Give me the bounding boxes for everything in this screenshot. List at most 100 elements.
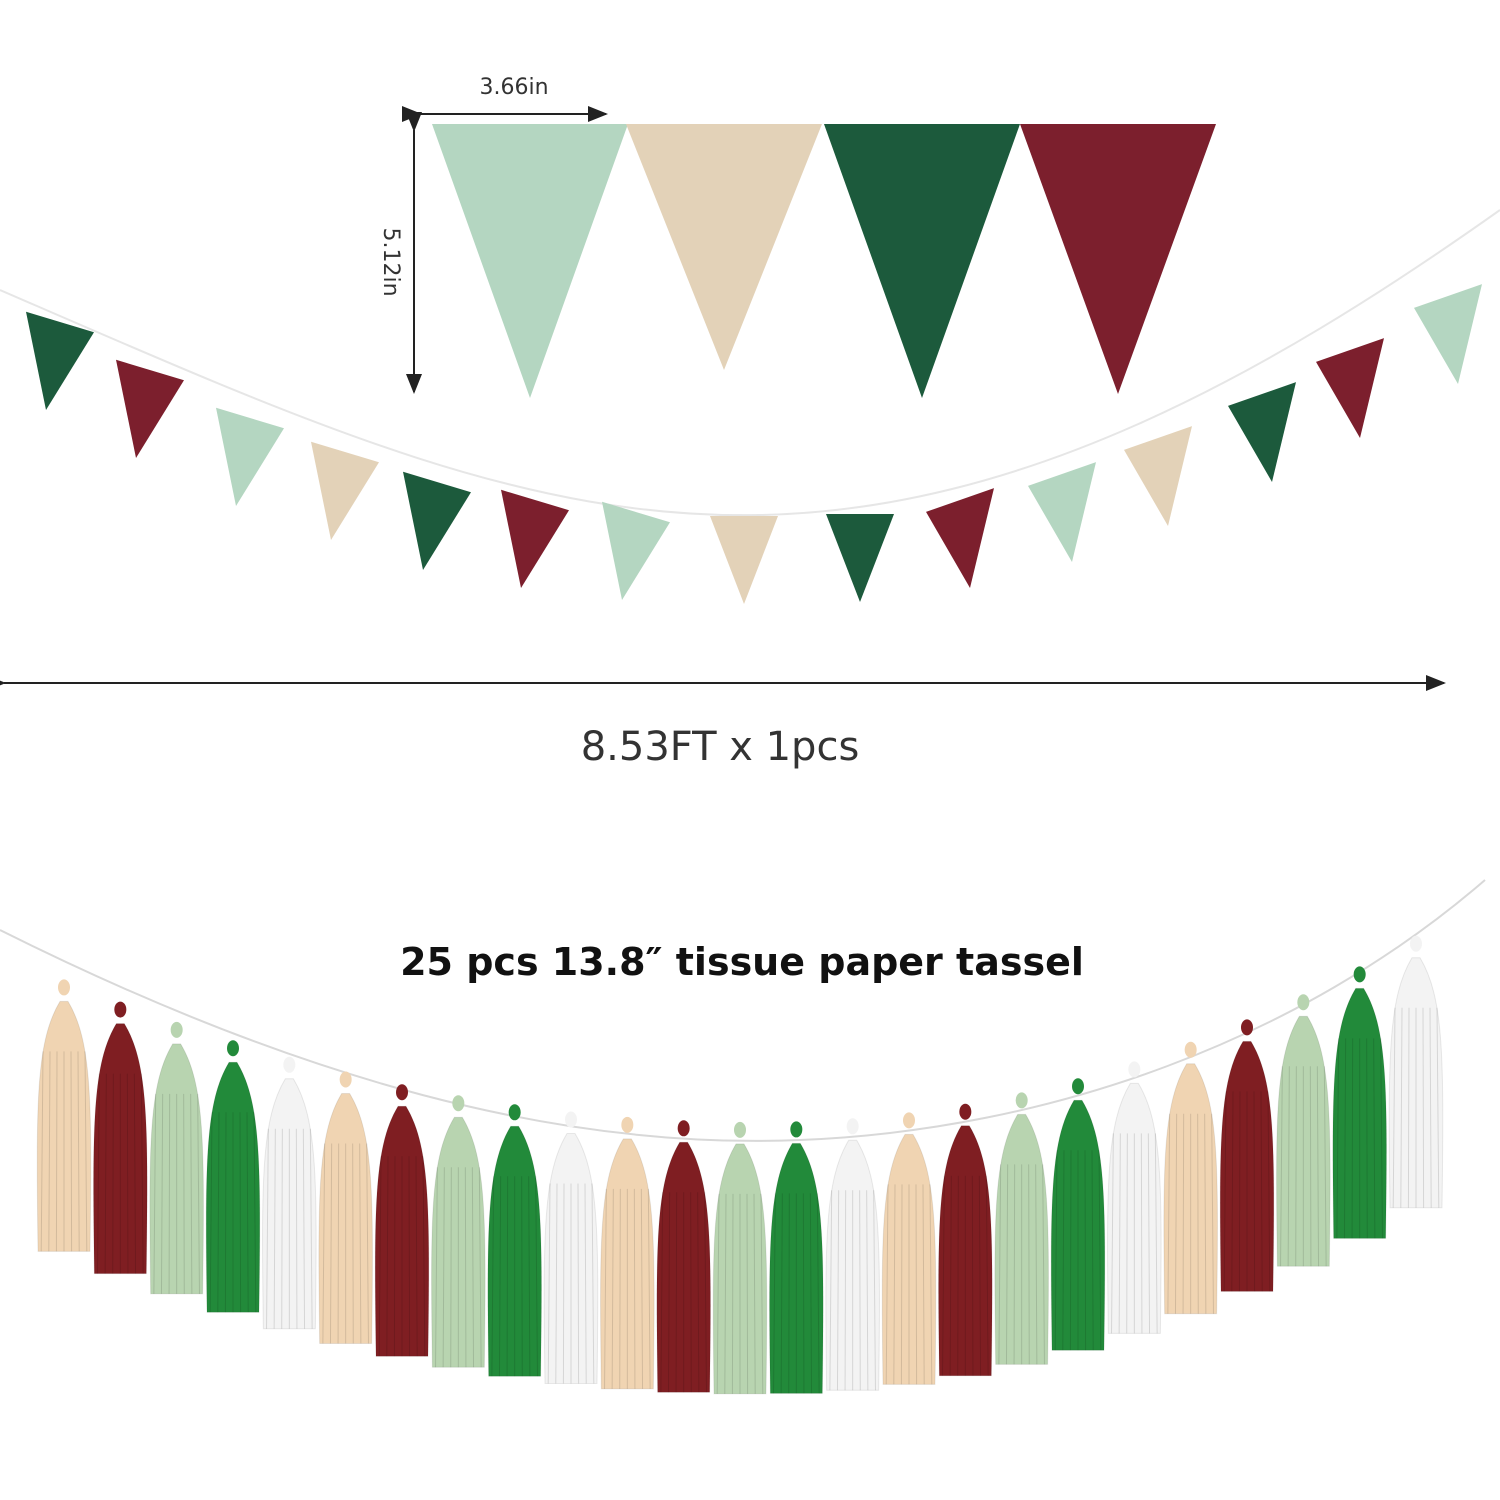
pennant-flag [26,311,94,410]
tassel-strand [640,1188,644,1389]
tassel [262,1056,317,1330]
tassel-strand [478,1167,482,1368]
tassel-strand [1147,1133,1151,1334]
tassel [1388,935,1444,1209]
tassel-strand [104,1073,107,1274]
tassel-strand [246,1112,249,1313]
tassel-strand [224,1112,227,1313]
tassel-strand [1392,1007,1396,1208]
tassel-strand [1054,1150,1058,1351]
tassel-knot [283,1056,296,1073]
tassel-body [431,1116,486,1368]
tassel-strand [337,1143,340,1344]
pennant-flag [1316,338,1384,438]
tassel-body [1388,957,1444,1209]
tassel-strand [949,1175,952,1376]
tassel-strand [491,1176,495,1377]
tassel-knot [846,1118,859,1135]
tassel-strand [378,1156,382,1357]
tassel-strand [780,1193,783,1394]
sample-flag-burgundy [1020,124,1216,394]
pennant-flag [1228,382,1296,482]
tassel-strand [528,1176,531,1377]
tassel-strand [253,1112,257,1313]
tassel-strand [366,1143,369,1344]
tassel-strand [1174,1113,1178,1314]
tassel-knot [959,1103,972,1120]
tassel [93,1001,148,1275]
tassel-strand [1366,1038,1368,1239]
tassel-knot [1297,994,1310,1011]
tassel-knot [1072,1078,1084,1095]
tassel-strand [1140,1133,1143,1334]
tassel-strand [773,1193,776,1394]
tassel-strand [1091,1150,1094,1351]
tassel-body [712,1143,768,1395]
tassel-strand [1197,1113,1199,1314]
tassel-strand [885,1184,889,1385]
tassel-strand [1295,1066,1297,1267]
tassel-strand [464,1167,467,1368]
tassel-strand [1400,1007,1403,1208]
tassel-strand [893,1184,896,1385]
tassel-strand [1013,1164,1016,1365]
tassel-strand [1336,1038,1340,1239]
tassel-knot [1353,966,1366,983]
tassel-strand [329,1143,333,1344]
tassel-body [36,1000,92,1252]
tassel-strand [55,1051,58,1252]
tassel-strand [1422,1007,1425,1208]
tassel-strand [667,1192,671,1393]
tassel-strand [322,1143,326,1344]
tassel-strand [562,1183,565,1384]
tassel-strand [746,1193,749,1394]
tassel-strand [126,1073,129,1274]
tassel-strand [535,1176,538,1377]
tassel-strand [1035,1164,1038,1365]
tassel-strand [295,1128,298,1329]
tassel-body [1163,1063,1218,1315]
tassel-strand [731,1193,734,1394]
tassel [1050,1078,1106,1351]
tassel-strand [393,1156,396,1357]
tassel-strand [281,1128,283,1329]
tassel [149,1021,204,1295]
tassel-strand [168,1093,171,1294]
tassel-strand [1204,1113,1207,1314]
tassel-knot [734,1121,746,1138]
tassel-body [881,1133,937,1385]
tassel-strand [836,1190,840,1391]
tassel-strand [1253,1091,1256,1292]
garland-length-label: 8.53FT x 1pcs [581,724,860,770]
tassel-strand [197,1093,200,1294]
tassel-strand [1231,1091,1234,1292]
tassel-body [374,1105,430,1357]
tassel-knot [396,1084,408,1101]
tassel-body [1276,1015,1331,1267]
tassel [656,1120,711,1393]
tassel-knot [1241,1019,1253,1036]
tassel-strand [1373,1038,1376,1239]
tassel-strand [978,1175,982,1376]
tassel-strand [217,1112,220,1313]
tassel-strand [900,1184,903,1385]
tassel-strand [922,1184,925,1385]
tassel-strand [48,1051,51,1252]
tassel [318,1071,373,1344]
tassel [1107,1061,1162,1334]
tassel-knot [903,1112,915,1129]
tassel-strand [547,1183,551,1384]
tassel-body [1050,1099,1106,1351]
tassel-strand [816,1193,820,1394]
pennant-flag [1414,284,1482,384]
tassel-body [149,1043,204,1295]
tassel-strand [302,1128,306,1329]
tassel-knot [1410,935,1422,952]
tassel-strand [1154,1133,1158,1334]
tassel-strand [386,1156,389,1357]
tassel-body [1332,987,1387,1239]
pennant-flag [926,488,994,588]
tassel-strand [273,1128,276,1329]
tassel-strand [40,1051,44,1252]
